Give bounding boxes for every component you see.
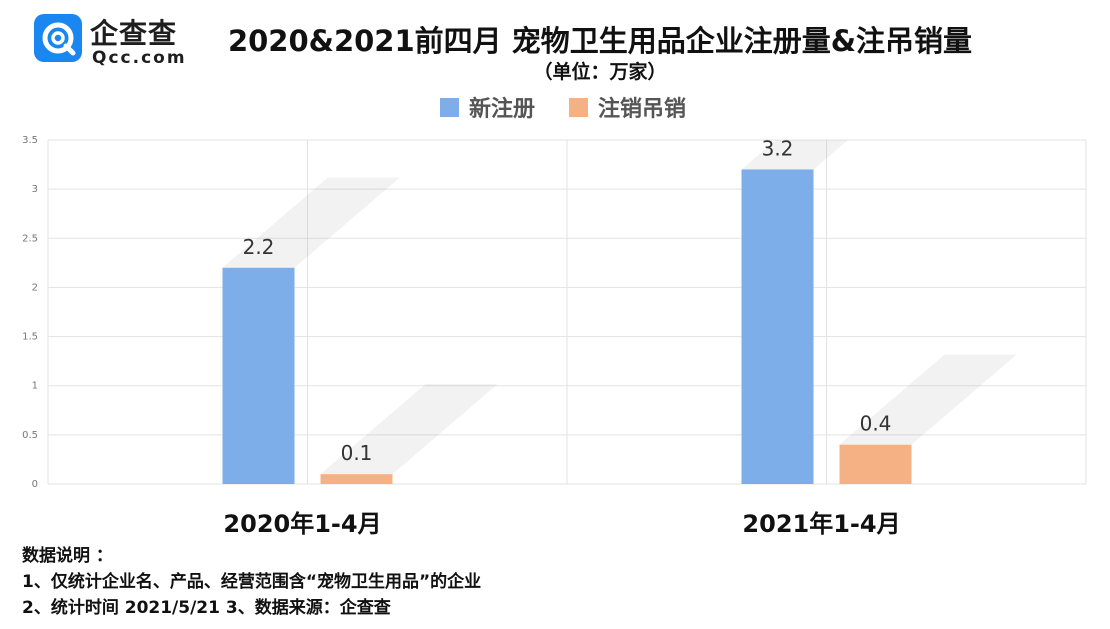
notes-line-1: 1、仅统计企业名、产品、经营范围含“宠物卫生用品”的企业 <box>22 572 482 592</box>
y-tick-label-4: 2 <box>32 282 38 293</box>
y-tick-label-5: 2.5 <box>22 233 38 244</box>
bar-shadow-0-1 <box>741 140 848 170</box>
legend-swatch-cancellation <box>569 97 589 117</box>
x-category-label-1: 2021年1-4月 <box>742 510 900 538</box>
bar-shadow-0-0 <box>222 177 400 268</box>
bar-shadow-1-0 <box>320 384 498 475</box>
legend-swatch-new-registration <box>440 97 459 117</box>
brand-name: 企查查 <box>90 17 178 50</box>
data-label-1-1: 0.4 <box>860 412 892 436</box>
data-notes: 数据说明 ： 1、仅统计企业名、产品、经营范围含“宠物卫生用品”的企业 2、统计… <box>22 543 481 621</box>
legend-item-cancellation: 注销吊销 <box>569 91 686 123</box>
bar-1-1 <box>839 444 912 484</box>
bar-1-0 <box>320 474 393 484</box>
y-tick-label-7: 3.5 <box>22 135 38 146</box>
legend-label-new-registration: 新注册 <box>469 97 536 122</box>
chart-title: 2020&2021前四月 宠物卫生用品企业注册量&注吊销量 <box>227 24 973 58</box>
y-tick-label-0: 0 <box>32 479 38 490</box>
notes-heading: 数据说明 ： <box>22 546 113 566</box>
y-tick-label-6: 3 <box>32 184 38 195</box>
y-tick-label-2: 1 <box>32 381 38 392</box>
legend-item-new-registration: 新注册 <box>440 91 535 123</box>
bar-shadow-1-1 <box>839 354 1017 445</box>
bar-chart: 0 0.5 1 1.5 2 2.5 3 3.5 2.2 3.2 0.1 0.4 2020年1-4月 202… <box>22 135 1087 538</box>
bar-0-1 <box>741 169 814 484</box>
chart-subtitle: （单位：万家） <box>533 61 667 83</box>
data-label-1-0: 0.1 <box>341 441 373 465</box>
brand-domain: Qcc.com <box>92 48 187 68</box>
data-label-0-0: 2.2 <box>243 235 275 259</box>
qcc-logo: 企查查 Qcc.com <box>34 12 187 68</box>
x-category-label-0: 2020年1-4月 <box>223 510 381 538</box>
notes-line-2: 2、统计时间 2021/5/21 3、数据来源：企查查 <box>22 598 391 618</box>
y-tick-label-3: 1.5 <box>22 332 38 343</box>
bar-0-0 <box>222 267 295 484</box>
legend: 新注册 注销吊销 <box>440 92 686 122</box>
qcc-logo-icon <box>34 14 82 62</box>
y-tick-label-1: 0.5 <box>22 430 38 441</box>
data-label-0-1: 3.2 <box>762 136 794 160</box>
legend-label-cancellation: 注销吊销 <box>598 97 687 122</box>
